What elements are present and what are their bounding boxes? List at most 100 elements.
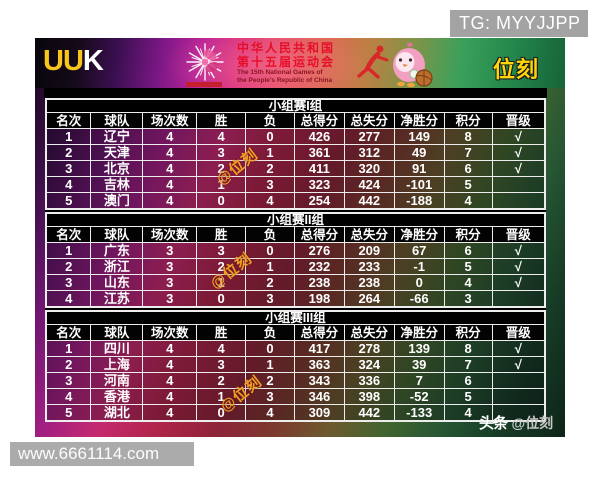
column-header: 总失分 xyxy=(343,226,395,243)
table-cell: 361 xyxy=(293,144,345,161)
table-cell: 4 xyxy=(142,192,198,210)
table-cell: 91 xyxy=(393,160,445,177)
table-cell: 北京 xyxy=(90,160,144,177)
column-header: 总得分 xyxy=(293,324,345,341)
table-cell: 209 xyxy=(343,242,395,259)
table-cell: 4 xyxy=(142,404,198,422)
column-header: 净胜分 xyxy=(393,112,445,129)
table-cell: 香港 xyxy=(90,388,144,405)
table-cell: 323 xyxy=(293,176,345,193)
table-cell: 312 xyxy=(343,144,395,161)
table-cell: 4 xyxy=(142,176,198,193)
table-cell: 4 xyxy=(142,388,198,405)
table-cell: 346 xyxy=(293,388,345,405)
table-cell: 3 xyxy=(142,242,198,259)
table-cell: 6 xyxy=(443,160,493,177)
table-cell: 67 xyxy=(393,242,445,259)
table-cell: 0 xyxy=(245,128,295,145)
table-cell: 1 xyxy=(196,176,247,193)
separator-band xyxy=(44,88,547,98)
table-cell: 3 xyxy=(142,290,198,308)
table-cell: 江苏 xyxy=(90,290,144,308)
credit-watermark: 头条 @位刻 xyxy=(479,412,553,433)
title-cn-2: 第十五届运动会 xyxy=(237,54,336,69)
table-cell: 四川 xyxy=(90,340,144,357)
table-cell: 吉林 xyxy=(90,176,144,193)
table-cell: 4 xyxy=(142,160,198,177)
column-header-row: 名次 球队 场次数胜负总得分 总失分 净胜分 积分 晋级 xyxy=(45,324,546,341)
table-row: 4 香港 4 1 3 346 398 -52 5 xyxy=(45,388,546,405)
table-cell: 天津 xyxy=(90,144,144,161)
table-cell: 4 xyxy=(245,404,295,422)
table-cell: 5 xyxy=(443,258,493,275)
athlete-brush-icon xyxy=(357,45,389,79)
table-gap xyxy=(45,308,546,310)
table-cell xyxy=(491,192,546,210)
table-cell: 8 xyxy=(443,340,493,357)
qualified-check: √ xyxy=(491,242,546,259)
table-row: 5 澳门 4 0 4 254 442 -188 4 xyxy=(45,192,546,210)
column-header: 胜 xyxy=(196,112,247,129)
table-cell: 0 xyxy=(393,274,445,291)
table-cell: 343 xyxy=(293,372,345,389)
column-header: 总得分 xyxy=(293,226,345,243)
table-cell: 辽宁 xyxy=(90,128,144,145)
column-header: 总得分 xyxy=(293,112,345,129)
table-cell: 1 xyxy=(245,144,295,161)
column-header: 总失分 xyxy=(343,324,395,341)
credit-toutiao: 头条 xyxy=(479,415,508,432)
table-cell: 6 xyxy=(443,242,493,259)
column-header: 球队 xyxy=(90,324,144,341)
table-cell: 426 xyxy=(293,128,345,145)
table-cell: -52 xyxy=(393,388,445,405)
table-cell: 238 xyxy=(293,274,345,291)
table-cell: 5 xyxy=(45,404,92,422)
table-cell: 4 xyxy=(196,340,247,357)
table-row: 1 广东 3 3 0 276 209 67 6 √ xyxy=(45,242,546,259)
title-en-1: The 15th National Games of xyxy=(237,69,323,76)
table-cell: 4 xyxy=(45,388,92,405)
table-cell: 336 xyxy=(343,372,395,389)
table-cell: 4 xyxy=(142,372,198,389)
column-header: 晋级 xyxy=(491,112,546,129)
table-gap xyxy=(45,210,546,212)
standings-tables: 小组赛I组 名次 球队 场次数胜负总得分 总失分 净胜分 积分 晋级 1 辽宁 4 4 0 426 277 1… xyxy=(45,98,546,422)
table-cell: 2 xyxy=(196,258,247,275)
standings-graphic: UUK 中华人 xyxy=(35,38,565,437)
table-cell xyxy=(491,176,546,193)
table-cell: 2 xyxy=(245,372,295,389)
column-header: 积分 xyxy=(443,226,493,243)
table-cell: 276 xyxy=(293,242,345,259)
table-cell: 2 xyxy=(45,144,92,161)
table-cell: 1 xyxy=(196,274,247,291)
table-cell: 3 xyxy=(142,258,198,275)
weike-logo: 位刻 xyxy=(493,57,540,82)
table-row: 4 吉林 4 1 3 323 424 -101 5 xyxy=(45,176,546,193)
table-cell: 4 xyxy=(245,192,295,210)
column-header: 负 xyxy=(245,112,295,129)
table-row: 3 山东 3 1 2 238 238 0 4 √ xyxy=(45,274,546,291)
qualified-check: √ xyxy=(491,340,546,357)
table-cell: 5 xyxy=(443,176,493,193)
column-header-row: 名次 球队 场次数胜负总得分 总失分 净胜分 积分 晋级 xyxy=(45,112,546,129)
qualified-check: √ xyxy=(491,160,546,177)
table-cell: 7 xyxy=(443,356,493,373)
table-cell: 2 xyxy=(45,258,92,275)
table-cell: 3 xyxy=(142,274,198,291)
group-title-row: 小组赛III组 xyxy=(45,310,546,325)
table-row: 5 湖北 4 0 4 309 442 -133 4 xyxy=(45,404,546,422)
table-cell: 3 xyxy=(245,176,295,193)
table-cell: 3 xyxy=(45,274,92,291)
table-cell: 澳门 xyxy=(90,192,144,210)
table-cell: 3 xyxy=(196,242,247,259)
table-cell: 3 xyxy=(45,160,92,177)
column-header: 名次 xyxy=(45,112,92,129)
table-row: 4 江苏 3 0 3 198 264 -66 3 xyxy=(45,290,546,308)
qualified-check: √ xyxy=(491,258,546,275)
standings-table: 小组赛III组 名次 球队 场次数胜负总得分 总失分 净胜分 积分 晋级 1 四川 4 4 0 417 27… xyxy=(45,310,546,422)
table-cell: 4 xyxy=(45,176,92,193)
title-cn-1: 中华人民共和国 xyxy=(237,41,336,55)
column-header: 场次数 xyxy=(142,112,198,129)
group-title-row: 小组赛II组 xyxy=(45,212,546,227)
table-row: 1 辽宁 4 4 0 426 277 149 8 √ xyxy=(45,128,546,145)
